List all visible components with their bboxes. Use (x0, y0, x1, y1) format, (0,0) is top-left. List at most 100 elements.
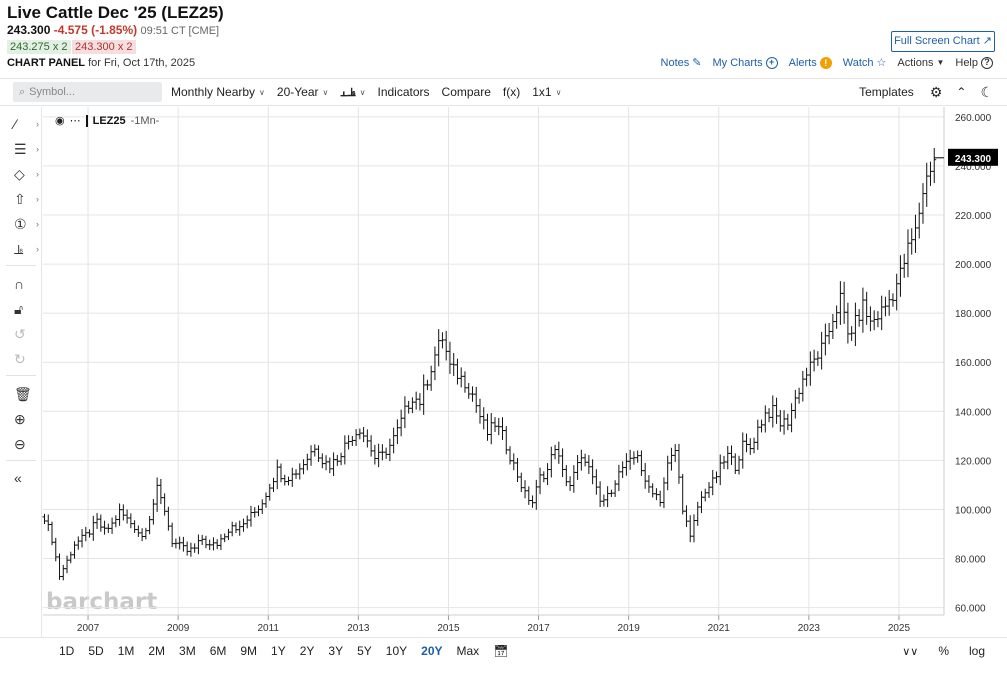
ohlc-bar (932, 147, 937, 184)
chevron-down-icon: ∨ (259, 87, 265, 97)
eye-icon[interactable]: ◉ (55, 115, 65, 127)
undo-icon[interactable]: ↺ (14, 326, 26, 342)
range-button-1d[interactable]: 1D (59, 644, 75, 658)
redo-icon[interactable]: ↻ (14, 351, 26, 367)
ohlc-bar (173, 538, 178, 549)
edit-icon: ✎ (692, 57, 702, 69)
notes-link[interactable]: Notes ✎ (660, 56, 702, 70)
ohlc-bar (793, 389, 798, 419)
magnet-icon[interactable]: ∩ (14, 276, 25, 292)
measure-tool-icon[interactable]: ⫡ › (14, 241, 39, 257)
search-input[interactable]: Symbol... (29, 86, 76, 98)
ohlc-bar (519, 472, 524, 493)
notes-label: Notes (660, 56, 690, 69)
calendar-icon[interactable]: 📅︎ (493, 644, 509, 658)
range-button-2m[interactable]: 2M (148, 644, 166, 658)
ohlc-bar (151, 499, 156, 525)
alerts-link[interactable]: Alerts ! (789, 56, 832, 69)
chart-legend: ◉ ⋯ LEZ25 -1Mn- (55, 114, 159, 127)
chevron-down-icon: ∨ (322, 87, 329, 97)
range-button-6m[interactable]: 6M (209, 644, 227, 658)
y-tick-label: 100.000 (955, 505, 992, 516)
ohlc-bar (594, 469, 599, 495)
watch-label: Watch (842, 56, 874, 69)
range-button-10y[interactable]: 10Y (385, 644, 408, 658)
fib-tool-icon[interactable]: ☰ › (14, 141, 39, 157)
ohlc-bar (842, 281, 847, 324)
ohlc-bar (800, 370, 805, 402)
compare-button[interactable]: Compare (441, 85, 491, 99)
chevron-down-icon: ∨ (359, 87, 366, 97)
my-charts-link[interactable]: My Charts + (712, 56, 778, 69)
period-dropdown[interactable]: Monthly Nearby ∨ (171, 85, 265, 99)
line-tool-icon[interactable]: ∕ › (14, 116, 39, 132)
fx-button[interactable]: f(x) (502, 85, 521, 99)
ohlc-bar (759, 419, 764, 433)
log-toggle[interactable]: log (968, 644, 985, 658)
ohlc-bar (113, 515, 118, 528)
ohlc-bar (504, 426, 509, 455)
ohlc-bar (61, 564, 66, 581)
panel-date: for Fri, Oct 17th, 2025 (88, 57, 196, 69)
symbol-search[interactable]: ⌕ Symbol... (13, 82, 162, 102)
ohlc-bar (658, 490, 663, 507)
ohlc-bar (316, 445, 321, 462)
ohlc-bar (782, 410, 787, 435)
ohlc-bar (778, 410, 783, 432)
sidebar-divider (6, 460, 36, 461)
zoom-out-icon[interactable]: ⊖ (14, 436, 26, 452)
ohlc-bar (361, 427, 366, 443)
arrow-tool-icon[interactable]: ⇧ › (14, 191, 39, 207)
ohlc-bar (598, 481, 603, 508)
templates-button[interactable]: Templates (859, 85, 914, 99)
layout-dropdown[interactable]: 1x1 ∨ (532, 85, 561, 99)
range-button-max[interactable]: Max (456, 644, 480, 658)
range-button-1y[interactable]: 1Y (271, 644, 286, 658)
range-selector: 1D 5D 1M 2M 3M 6M 9M 1Y 2Y 3Y 5Y 10Y 20Y Max 📅︎ ∨∨ % l… (0, 637, 1007, 664)
dark-mode-moon-icon[interactable]: ☾ (980, 83, 993, 100)
range-button-20y[interactable]: 20Y (421, 644, 443, 658)
panel-label: CHART PANEL (7, 57, 86, 69)
more-dots-icon[interactable]: ⋯ (69, 115, 81, 127)
ohlc-bar (245, 515, 250, 529)
range-button-2y[interactable]: 2Y (299, 644, 315, 658)
actions-menu[interactable]: Actions ▼ (897, 56, 944, 69)
range-button-5y[interactable]: 5Y (357, 644, 372, 658)
range-button-1m[interactable]: 1M (117, 644, 135, 658)
annotation-tool-icon[interactable]: ① › (14, 216, 39, 232)
settings-gear-icon[interactable]: ⚙ (929, 83, 943, 100)
ohlc-bar (883, 296, 888, 317)
zoom-in-icon[interactable]: ⊕ (14, 411, 26, 427)
toolbar-right: Templates ⚙ ⌃ ☾ (859, 79, 1007, 105)
help-link[interactable]: Help ? (955, 56, 993, 69)
fullscreen-chart-button[interactable]: Full Screen Chart ↗ (891, 31, 995, 52)
collapse-up-icon[interactable]: ⌃ (956, 85, 967, 99)
ohlc-bar (248, 505, 253, 527)
ohlc-bar (812, 349, 817, 372)
range-button-3m[interactable]: 3M (179, 644, 196, 658)
scroll-down-icon[interactable]: ∨∨ (902, 645, 919, 658)
shape-tool-icon[interactable]: ◇ › (14, 166, 39, 182)
unlock-icon[interactable]: 🔓︎ (14, 301, 24, 317)
range-button-3y[interactable]: 3Y (328, 644, 344, 658)
star-icon: ☆ (876, 57, 887, 69)
watch-link[interactable]: Watch ☆ (842, 56, 887, 70)
collapse-sidebar-icon[interactable]: « (14, 470, 22, 486)
indicators-button[interactable]: Indicators (377, 85, 430, 99)
ohlc-bar (523, 480, 528, 499)
range-button-5d[interactable]: 5D (88, 644, 104, 658)
trash-icon[interactable]: 🗑︎ (14, 386, 32, 402)
range-button-9m[interactable]: 9M (240, 644, 258, 658)
ohlc-bar (158, 478, 163, 505)
ohlc-bar (162, 493, 167, 516)
ohlc-bar (515, 457, 520, 483)
x-tick-label: 2007 (77, 623, 100, 634)
range-dropdown[interactable]: 20-Year ∨ (277, 85, 328, 99)
percent-toggle[interactable]: % (938, 644, 949, 658)
ohlc-bar (166, 506, 171, 531)
bar-type-dropdown[interactable]: ⫠⫡ ∨ (340, 85, 365, 100)
caret-down-icon: ▼ (936, 58, 945, 67)
top-links: Notes ✎ My Charts + Alerts ! Watch ☆ Act… (661, 56, 993, 69)
ohlc-bar (797, 387, 802, 404)
